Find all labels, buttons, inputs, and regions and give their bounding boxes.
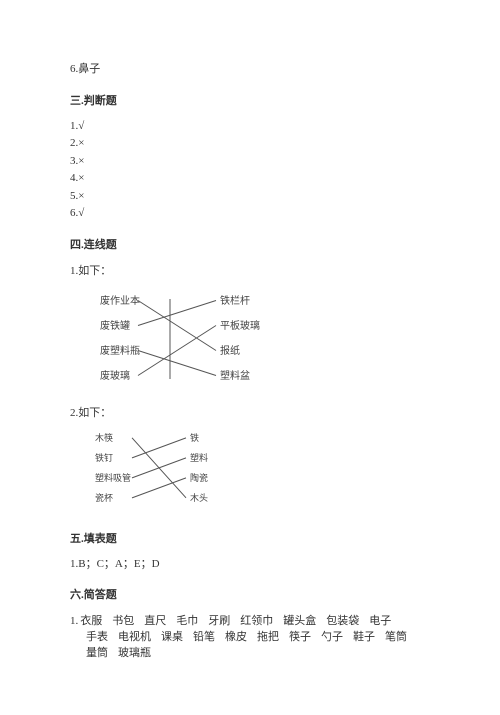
judgement-answer: 5.× [70,188,445,205]
section6-word: 拖把 [257,628,279,644]
section6-word: 衣服 [80,612,102,628]
match-edge [132,477,186,497]
section6-word: 铅笔 [193,628,215,644]
match-right-label: 塑料 [190,452,208,463]
section6-word: 筷子 [289,628,311,644]
match-right-label: 铁栏杆 [220,294,250,307]
section5-answer: 1.B；C；A；E；D [70,556,445,573]
match-left-label: 废作业本 [100,294,140,307]
match-right-label: 塑料盆 [220,369,250,382]
match-edge [132,457,186,477]
section3-title: 三.判断题 [70,92,445,108]
section5-title: 五.填表题 [70,530,445,546]
match-right-label: 平板玻璃 [220,319,260,332]
judgement-answer: 6.√ [70,205,445,222]
section6-word: 直尺 [144,612,166,628]
match-left-label: 废塑料瓶 [100,344,140,357]
judgement-answer: 1.√ [70,118,445,135]
judgement-answer: 3.× [70,153,445,170]
match-left-label: 废铁罐 [100,319,130,332]
section6-word: 毛巾 [176,612,198,628]
match-right-label: 铁 [190,432,199,443]
section4-title: 四.连线题 [70,236,445,252]
section6-word: 罐头盒 [283,612,316,628]
match-edge [138,300,216,350]
section6-word: 书包 [112,612,134,628]
matching-diagram-1: 废作业本废铁罐废塑料瓶废玻璃 铁栏杆平板玻璃报纸塑料盆 [70,284,270,394]
match-edge [138,325,216,375]
q6-text: 6.鼻子 [70,61,445,78]
match-right-label: 木头 [190,492,208,503]
section6-word: 玻璃瓶 [118,644,151,660]
match-edge [138,350,216,375]
section4-sub1: 1.如下： [70,262,445,278]
section6-word: 笔筒 [385,628,407,644]
section6-word: 牙刷 [208,612,230,628]
section6-word: 勺子 [321,628,343,644]
match-left-label: 铁钉 [95,452,113,463]
judgement-answer: 4.× [70,170,445,187]
section6-word: 鞋子 [353,628,375,644]
match-right-label: 报纸 [220,344,240,357]
judgement-answer: 2.× [70,135,445,152]
section6-word: 电视机 [118,628,151,644]
section6-answer: 1.衣服书包直尺毛巾牙刷红领巾罐头盒包装袋电子手表电视机课桌铅笔橡皮拖把筷子勺子… [70,612,445,660]
section6-word: 红领巾 [240,612,273,628]
section6-word: 橡皮 [225,628,247,644]
match-left-label: 塑料吸管 [95,472,131,483]
section4-sub2: 2.如下： [70,404,445,420]
section6-prefix: 1. [70,615,78,627]
section6-word: 包装袋 [326,612,359,628]
match-left-label: 废玻璃 [100,369,130,382]
section6-title: 六.简答题 [70,586,445,602]
matching-diagram-2: 木筷铁钉塑料吸管瓷杯 铁塑料陶瓷木头 [70,426,250,516]
section6-word: 课桌 [161,628,183,644]
section6-word: 电子 [369,612,391,628]
section3-answers: 1.√2.×3.×4.×5.×6.√ [70,118,445,222]
match-right-label: 陶瓷 [190,472,208,483]
match-edge [132,437,186,457]
section6-word: 量筒 [86,644,108,660]
match-left-label: 木筷 [95,432,113,443]
match-left-label: 瓷杯 [95,492,113,503]
section6-word: 手表 [86,628,108,644]
match-edge [138,300,216,325]
